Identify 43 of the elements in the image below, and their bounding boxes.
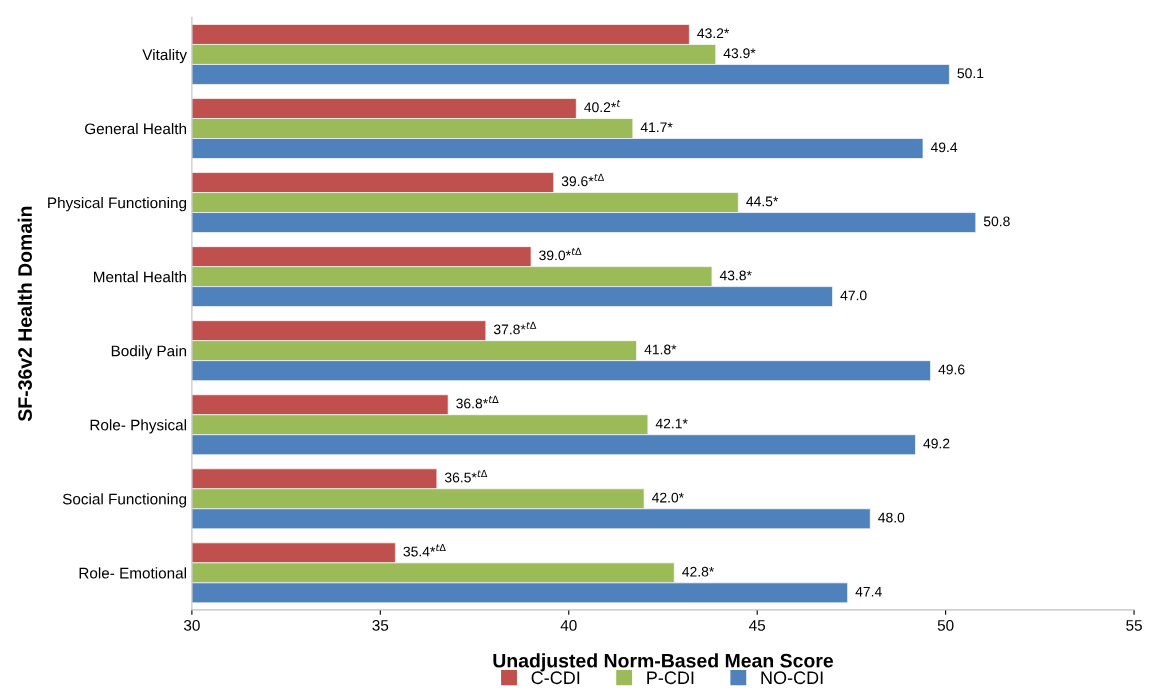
data-label: 40.2*$^{t}$ <box>584 99 621 113</box>
y-tick-label: Role- Emotional <box>79 567 187 579</box>
y-tick-label: Social Functioning <box>62 493 187 508</box>
data-label: 39.6*$^{tΔ}$ <box>561 173 605 187</box>
data-label: 39.0*$^{tΔ}$ <box>539 247 582 261</box>
data-label: 35.4*$^{tΔ}$ <box>403 543 446 557</box>
x-tick-label: 40 <box>560 620 577 631</box>
data-label: 36.5*$^{tΔ}$ <box>444 469 488 483</box>
x-tick-label: 45 <box>749 620 766 631</box>
y-tick-label: Physical Functioning <box>48 197 187 212</box>
legend-label: C-CDI <box>531 671 580 685</box>
data-label: 47.0 <box>840 290 867 301</box>
y-tick-label: General Health <box>85 122 187 135</box>
x-tick-label: 55 <box>1126 620 1142 631</box>
data-label: 48.0 <box>878 512 905 523</box>
data-label: 49.6 <box>938 364 965 375</box>
data-label: 50.8 <box>983 216 1010 227</box>
x-tick-label: 30 <box>183 620 200 631</box>
data-label: 43.9* <box>723 48 756 59</box>
y-tick-label: Vitality <box>142 48 187 64</box>
data-label: 41.7* <box>640 122 673 133</box>
data-label: 41.8* <box>644 344 677 355</box>
data-label: 47.4 <box>855 586 882 597</box>
data-label: 42.8* <box>682 566 715 577</box>
data-label: 49.4 <box>930 142 958 153</box>
data-label: 37.8*$^{tΔ}$ <box>493 321 537 335</box>
data-label: 42.1* <box>655 418 688 429</box>
x-axis-title: Unadjusted Norm-Based Mean Score <box>493 653 834 672</box>
data-label: 43.2* <box>697 28 730 39</box>
data-label: 49.2 <box>923 438 950 449</box>
legend-label: P-CDI <box>647 671 694 685</box>
y-axis-title: SF-36v2 Health Domain <box>17 206 32 422</box>
y-tick-label: Mental Health <box>94 271 187 283</box>
x-tick-label: 50 <box>937 620 954 631</box>
y-tick-label: Bodily Pain <box>111 345 187 360</box>
data-label: 43.8* <box>719 270 752 281</box>
x-tick-label: 35 <box>372 620 389 631</box>
y-tick-label: Role- Physical <box>90 419 186 434</box>
data-label: 42.0* <box>651 492 684 503</box>
legend-label: NO-CDI <box>761 671 823 685</box>
data-label: 36.8*$^{tΔ}$ <box>456 395 499 409</box>
data-label: 50.1 <box>957 68 984 79</box>
data-label: 44.5* <box>746 196 779 207</box>
